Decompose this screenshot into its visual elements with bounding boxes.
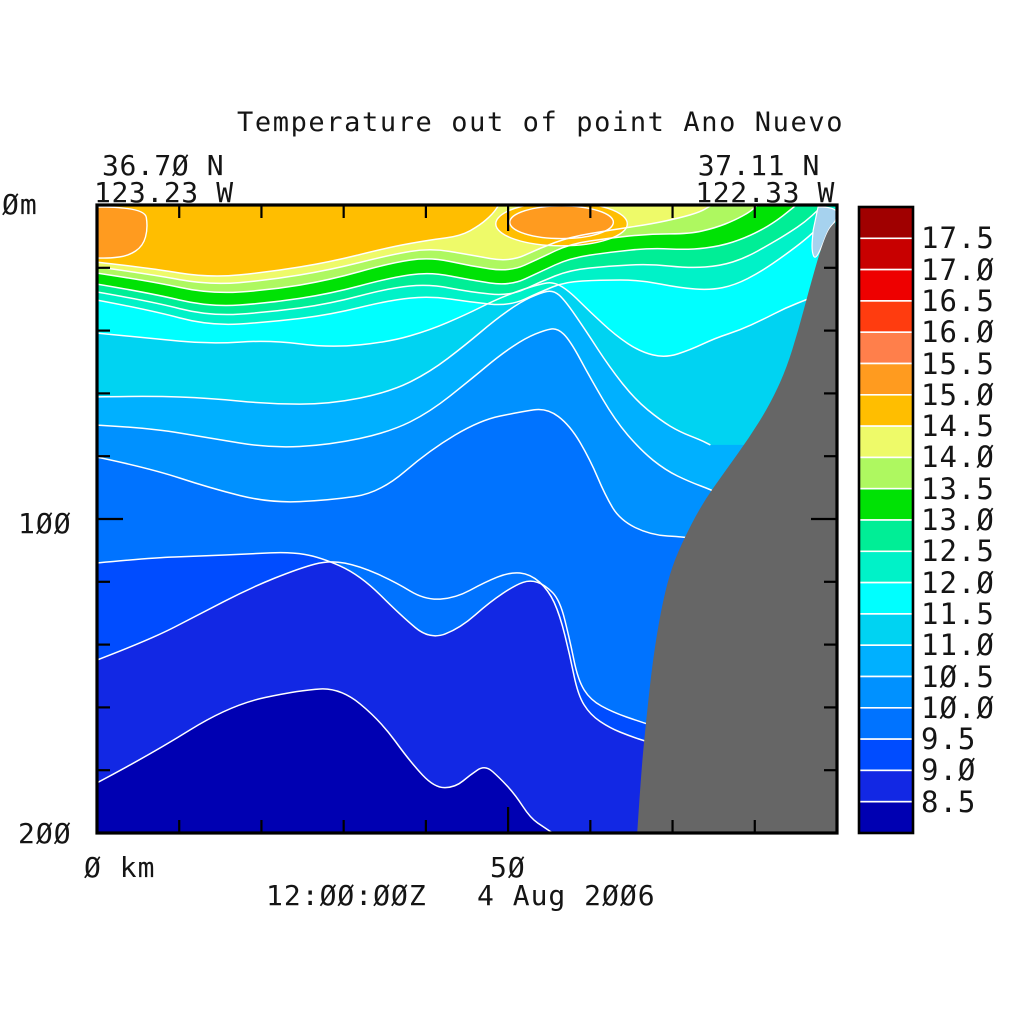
isotherm-9 [97, 561, 649, 743]
colorbar-segment [858, 362, 914, 396]
colorbar-label: 16.Ø [921, 315, 995, 350]
colorbar-segment [858, 425, 914, 459]
x-axis-label-50: 5Ø [490, 851, 526, 884]
colorbar-label: 9.5 [921, 722, 977, 757]
colorbar-segment [858, 300, 914, 333]
colorbar-label: 11.5 [921, 596, 995, 631]
station-right-longitude: 122.33 W [695, 176, 835, 209]
colorbar-segment [858, 738, 914, 772]
colorbar [857, 205, 915, 835]
timestamp-date: 4 Aug 2ØØ6 [477, 879, 656, 912]
colorbar-segment [858, 456, 914, 490]
colorbar-label: 9.Ø [921, 753, 977, 788]
isotherm-11 [97, 290, 711, 446]
colorbar-label: 17.5 [921, 221, 995, 256]
isotherm-10 [97, 408, 731, 557]
timestamp-time: 12:ØØ:ØØZ [266, 879, 427, 912]
colorbar-label: 12.Ø [921, 565, 995, 600]
colorbar-label: 14.5 [921, 409, 995, 444]
band-above-14.5 [97, 205, 837, 276]
colorbar-label: 15.5 [921, 346, 995, 381]
colorbar-segment [858, 237, 914, 271]
warm-pocket-corner [97, 206, 148, 259]
axis-ticks [98, 206, 839, 832]
station-left-latitude: 36.7Ø N [102, 149, 225, 182]
colorbar-label: 12.5 [921, 534, 995, 569]
contour-field [97, 205, 837, 833]
y-axis-label-0m: Øm [2, 188, 38, 221]
colorbar-segment [858, 550, 914, 584]
y-axis-label-200: 2ØØ [18, 817, 72, 850]
colorbar-label: 1Ø.Ø [921, 690, 995, 725]
plot-border [95, 203, 839, 835]
colorbar-segment [858, 331, 914, 365]
colorbar-segment [858, 393, 914, 427]
colorbar-segment [858, 206, 914, 240]
isotherm-14.5 [97, 205, 499, 277]
seafloor [637, 222, 837, 833]
colorbar-segment [858, 800, 914, 834]
colorbar-label: 15.Ø [921, 377, 995, 412]
isotherm-8.5 [97, 688, 554, 833]
station-left-longitude: 123.23 W [94, 176, 234, 209]
isotherm-10.5 [97, 328, 721, 496]
colorbar-segment [858, 706, 914, 740]
plot-title: Temperature out of point Ano Nuevo [237, 107, 845, 138]
colorbar-label: 17.Ø [921, 252, 995, 287]
colorbar-segment [858, 644, 914, 678]
colorbar-segment [858, 268, 914, 302]
colorbar-segment [858, 581, 914, 615]
colorbar-segment [858, 675, 914, 709]
isotherm-11.5 [97, 282, 811, 357]
colorbar-label: 13.5 [921, 471, 995, 506]
colorbar-label: 8.5 [921, 784, 977, 819]
colorbar-label: 11.Ø [921, 628, 995, 663]
warm-pocket-core [509, 205, 615, 240]
colorbar-segment [858, 613, 914, 647]
isotherm-13 [97, 205, 796, 307]
isotherm-12.5 [97, 205, 823, 316]
isotherm-9.5 [97, 551, 661, 729]
colorbar-segment [858, 487, 914, 521]
colorbar-segment [858, 519, 914, 553]
isotherm-13.5 [97, 205, 757, 294]
colorbar-label: 14.Ø [921, 440, 995, 475]
isotherm-12 [97, 214, 831, 326]
colorbar-label: 1Ø.5 [921, 659, 995, 694]
colorbar-segment [858, 769, 914, 803]
colorbar-label: 13.Ø [921, 503, 995, 537]
isotherm-14 [97, 205, 711, 285]
colorbar-border [857, 205, 915, 835]
colorbar-label: 16.5 [921, 283, 995, 318]
y-axis-label-100: 1ØØ [18, 507, 72, 540]
station-right-latitude: 37.11 N [697, 149, 820, 182]
x-axis-label-0km: Ø km [84, 851, 156, 884]
